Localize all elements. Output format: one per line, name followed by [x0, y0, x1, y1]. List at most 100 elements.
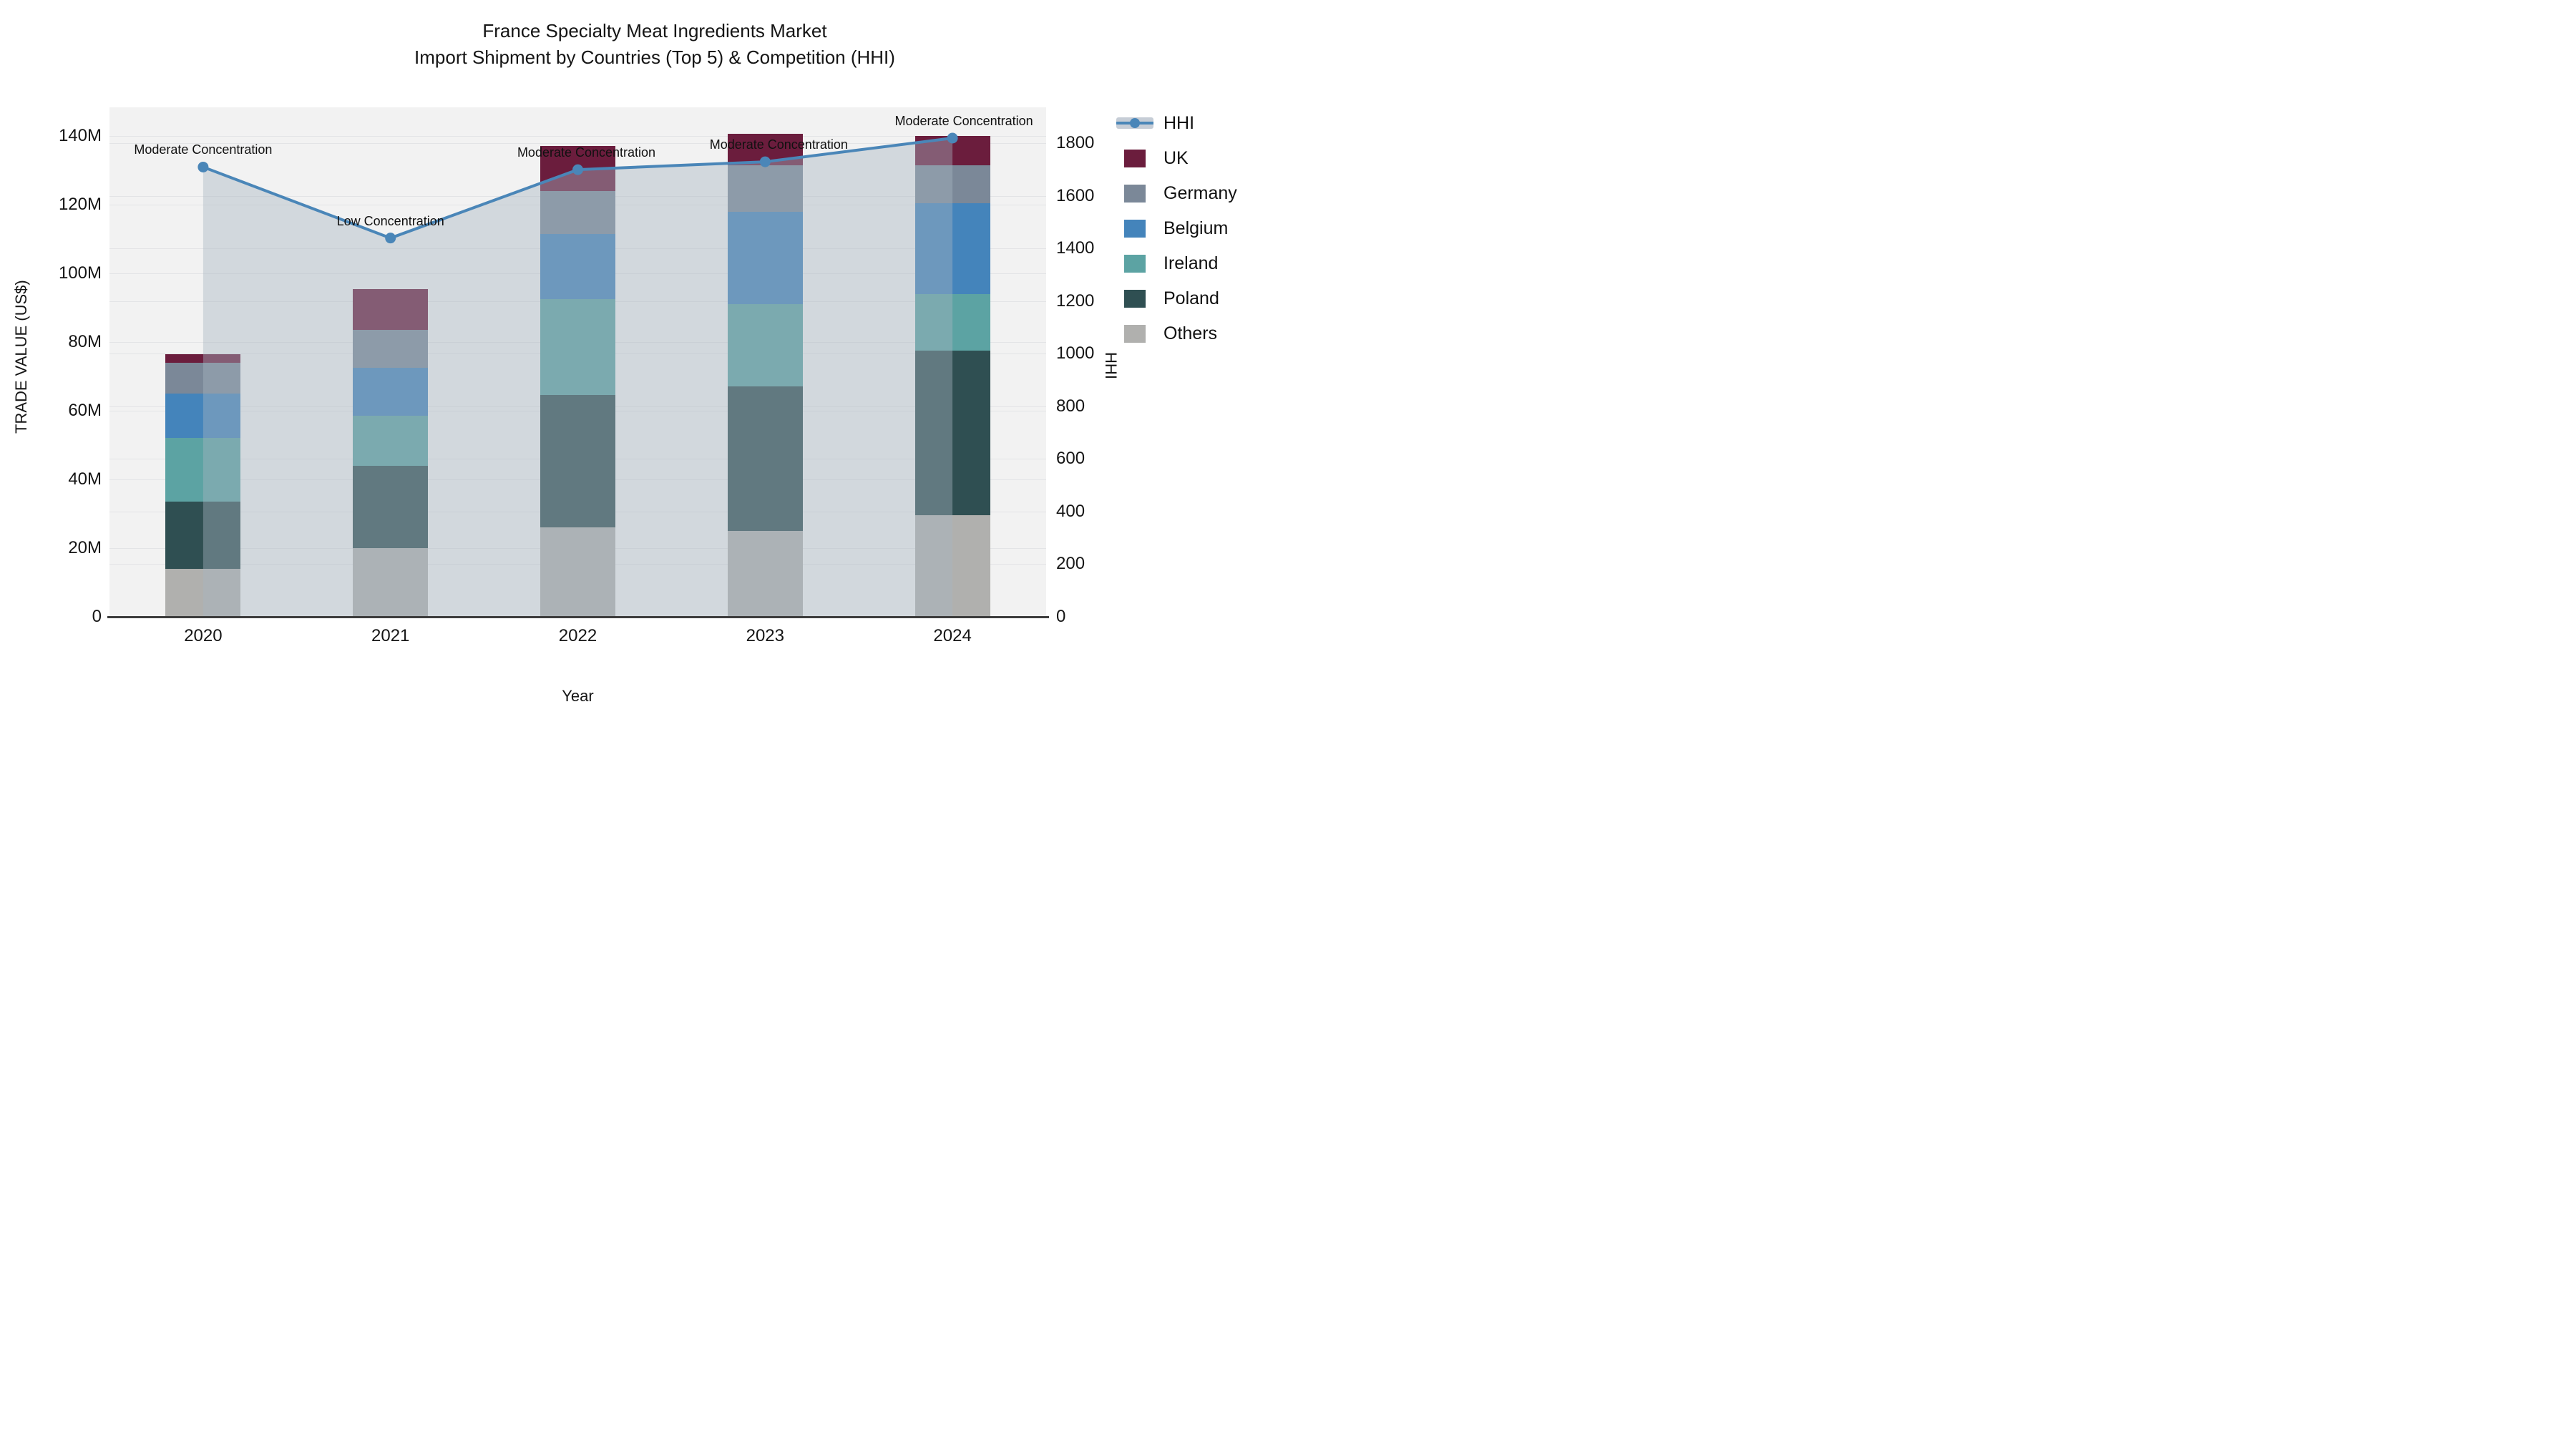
legend-label: Belgium	[1163, 218, 1229, 238]
legend-box-swatch	[1124, 149, 1146, 167]
legend-box-swatch	[1124, 254, 1146, 273]
annotation-2021: Low Concentration	[336, 213, 444, 228]
y-left-tick-label: 20M	[68, 537, 102, 557]
bar-segment-germany	[353, 330, 429, 368]
hhi-area-fill	[203, 138, 953, 617]
stacked-bar-2024	[914, 135, 990, 617]
bar-segment-poland	[165, 502, 241, 569]
stacked-bar-2022	[540, 146, 615, 617]
legend-entry-poland: Poland	[1116, 288, 1237, 308]
legend-box-swatch	[1124, 324, 1146, 343]
legend-entry-ireland: Ireland	[1116, 253, 1237, 273]
bar-segment-poland	[540, 395, 615, 528]
bar-segment-germany	[914, 165, 990, 203]
legend-entry-others: Others	[1116, 323, 1237, 343]
plot-area: Moderate Concentration Low Concentration M…	[109, 107, 1046, 617]
chart-title-line1: France Specialty Meat Ingredients Market	[482, 20, 827, 42]
legend-dot-icon	[1130, 118, 1140, 128]
bar-segment-germany	[540, 190, 615, 234]
bar-segment-ireland	[165, 438, 241, 502]
bar-segment-ireland	[540, 298, 615, 396]
legend-box-swatch	[1124, 219, 1146, 238]
legend-entry-germany: Germany	[1116, 183, 1237, 203]
bar-segment-uk	[165, 353, 241, 363]
y-right-tick-label: 0	[1056, 607, 1066, 626]
bar-segment-poland	[353, 465, 429, 548]
legend-entry-hhi: HHI	[1116, 113, 1237, 133]
chart-figure: France Specialty Meat Ingredients Market…	[0, 0, 1288, 724]
legend-label: Ireland	[1163, 253, 1219, 273]
x-tick-label-2020: 2020	[184, 626, 223, 645]
legend-entry-belgium: Belgium	[1116, 218, 1237, 238]
legend-label: UK	[1163, 147, 1189, 168]
chart-title-line2: Import Shipment by Countries (Top 5) & C…	[414, 47, 895, 68]
gridline-left-axis	[109, 135, 1046, 137]
y-right-tick-label: 400	[1056, 501, 1085, 521]
bar-segment-others	[540, 527, 615, 617]
bar-segment-belgium	[353, 367, 429, 416]
legend-entry-uk: UK	[1116, 148, 1237, 168]
legend-swatch	[1116, 324, 1153, 343]
bar-segment-poland	[914, 350, 990, 516]
bar-segment-others	[727, 530, 803, 617]
y-left-tick-label: 60M	[68, 400, 102, 420]
bar-segment-ireland	[353, 416, 429, 466]
y-right-tick-label: 1400	[1056, 238, 1095, 258]
legend-box-swatch	[1124, 289, 1146, 308]
x-tick-label-2022: 2022	[558, 626, 597, 645]
x-tick-label-2024: 2024	[933, 626, 972, 645]
x-axis-line	[107, 616, 1049, 618]
legend-swatch	[1116, 219, 1153, 238]
bar-segment-germany	[727, 165, 803, 212]
hhi-marker	[947, 132, 958, 144]
legend-swatch	[1116, 254, 1153, 273]
y-left-tick-label: 80M	[68, 331, 102, 351]
bar-segment-ireland	[727, 304, 803, 387]
bar-segment-belgium	[727, 211, 803, 305]
bar-segment-uk	[353, 288, 429, 331]
gridline-right-axis	[109, 143, 1046, 145]
annotation-2020: Moderate Concentration	[134, 142, 273, 157]
legend-label: Poland	[1163, 288, 1219, 308]
hhi-marker	[385, 233, 396, 244]
y-right-tick-label: 1200	[1056, 291, 1095, 311]
x-axis-title: Year	[562, 687, 594, 705]
x-tick-label-2021: 2021	[371, 626, 410, 645]
y-left-tick-label: 120M	[58, 194, 102, 214]
stacked-bar-2021	[353, 288, 429, 617]
y-right-tick-label: 200	[1056, 554, 1085, 574]
legend-label: Others	[1163, 323, 1218, 343]
legend-box-swatch	[1124, 184, 1146, 203]
y-right-tick-label: 1800	[1056, 133, 1095, 153]
hhi-overlay	[197, 132, 958, 617]
hhi-marker	[197, 161, 209, 172]
stacked-bar-2020	[165, 353, 241, 617]
y-right-tick-label: 600	[1056, 449, 1085, 469]
legend-label: Germany	[1163, 182, 1237, 203]
legend-swatch	[1116, 149, 1153, 167]
bar-segment-others	[165, 568, 241, 617]
y-left-tick-label: 140M	[58, 125, 102, 145]
legend-swatch	[1116, 184, 1153, 203]
y-right-tick-label: 800	[1056, 396, 1085, 416]
annotation-2022: Moderate Concentration	[517, 145, 656, 160]
bar-segment-others	[353, 547, 429, 617]
bar-segment-belgium	[540, 233, 615, 299]
bar-segment-others	[914, 515, 990, 617]
y-left-tick-label: 0	[92, 607, 102, 626]
legend-label: HHI	[1163, 112, 1195, 133]
annotation-2024: Moderate Concentration	[894, 114, 1033, 128]
x-tick-label-2023: 2023	[746, 626, 784, 645]
y-right-tick-label: 1600	[1056, 185, 1095, 205]
y-left-tick-label: 40M	[68, 469, 102, 489]
legend: HHI UK Germany Belgium Ireland Poland Others	[1116, 113, 1237, 343]
bar-segment-belgium	[914, 203, 990, 294]
bar-segment-poland	[727, 386, 803, 531]
legend-swatch	[1116, 289, 1153, 308]
bar-segment-germany	[165, 362, 241, 394]
bar-segment-ireland	[914, 293, 990, 351]
y-right-tick-label: 1000	[1056, 343, 1095, 364]
legend-line-swatch	[1116, 117, 1153, 129]
bar-segment-belgium	[165, 393, 241, 439]
annotation-2023: Moderate Concentration	[709, 137, 848, 152]
